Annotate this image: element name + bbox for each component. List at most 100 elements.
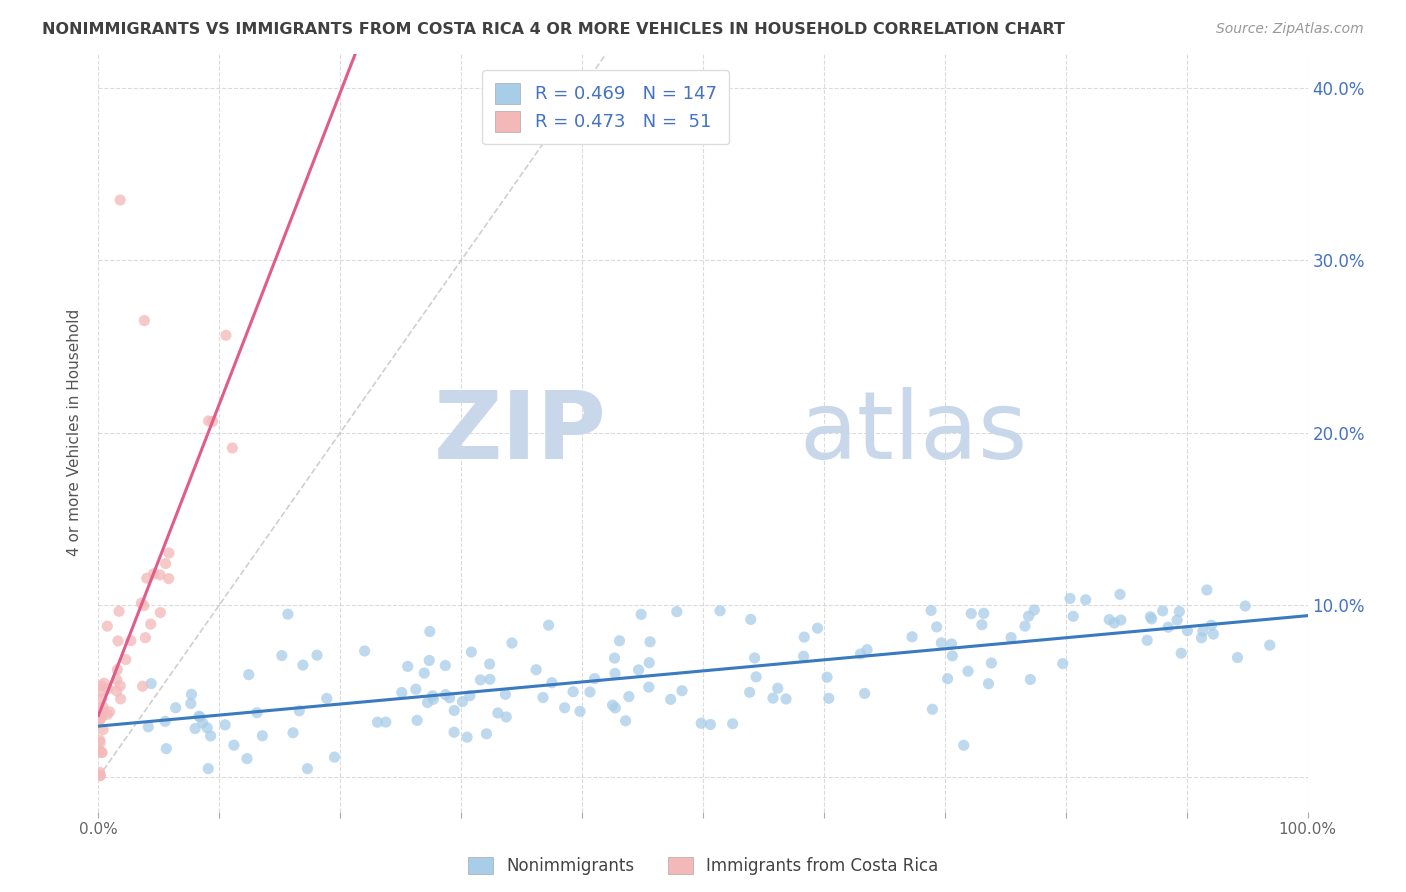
Point xyxy=(609,633,631,648)
Point xyxy=(952,738,974,752)
Point xyxy=(699,717,721,731)
Point xyxy=(478,673,501,687)
Point xyxy=(89,701,111,715)
Point xyxy=(1074,592,1097,607)
Point xyxy=(132,599,155,613)
Point xyxy=(602,698,624,713)
Point xyxy=(422,689,444,703)
Point xyxy=(1166,613,1188,627)
Point xyxy=(775,692,797,706)
Point xyxy=(451,695,474,709)
Point xyxy=(806,621,828,635)
Point xyxy=(744,651,766,665)
Point xyxy=(215,328,238,343)
Legend: Nonimmigrants, Immigrants from Costa Rica: Nonimmigrants, Immigrants from Costa Ric… xyxy=(460,849,946,884)
Point xyxy=(443,703,465,717)
Point xyxy=(89,768,111,782)
Point xyxy=(941,648,963,663)
Text: ZIP: ZIP xyxy=(433,386,606,479)
Point xyxy=(494,687,516,701)
Point xyxy=(793,649,815,664)
Point xyxy=(413,666,436,681)
Point xyxy=(817,691,839,706)
Point xyxy=(180,697,202,711)
Point xyxy=(920,603,942,617)
Point xyxy=(766,681,789,696)
Point xyxy=(659,692,682,706)
Point xyxy=(108,193,131,207)
Point xyxy=(131,679,153,693)
Point xyxy=(89,733,111,747)
Point xyxy=(1226,650,1249,665)
Point xyxy=(1019,673,1042,687)
Point xyxy=(89,735,111,749)
Point xyxy=(191,715,214,730)
Point xyxy=(541,675,564,690)
Point xyxy=(197,414,219,428)
Point xyxy=(236,751,259,765)
Point xyxy=(856,642,879,657)
Point xyxy=(1168,605,1191,619)
Point xyxy=(762,691,785,706)
Point xyxy=(188,710,211,724)
Point xyxy=(562,684,585,698)
Point xyxy=(105,684,128,698)
Point xyxy=(501,636,523,650)
Point xyxy=(1062,609,1084,624)
Point xyxy=(443,725,465,739)
Point xyxy=(323,750,346,764)
Point xyxy=(110,679,132,693)
Point xyxy=(901,630,924,644)
Point xyxy=(270,648,292,663)
Point xyxy=(531,690,554,705)
Point xyxy=(134,631,156,645)
Point xyxy=(1014,619,1036,633)
Point xyxy=(921,702,943,716)
Point xyxy=(960,607,983,621)
Point xyxy=(434,688,457,702)
Point xyxy=(973,607,995,621)
Point xyxy=(222,738,245,752)
Point xyxy=(1109,587,1132,601)
Point xyxy=(1098,613,1121,627)
Point xyxy=(89,712,111,726)
Point xyxy=(396,659,419,673)
Point xyxy=(1104,615,1126,630)
Point xyxy=(90,679,112,693)
Point xyxy=(1191,631,1213,645)
Point xyxy=(120,633,142,648)
Point xyxy=(155,557,177,571)
Point xyxy=(91,700,114,714)
Point xyxy=(114,652,136,666)
Point xyxy=(1170,646,1192,660)
Point xyxy=(1136,633,1159,648)
Point xyxy=(105,673,128,687)
Point xyxy=(617,690,640,704)
Point xyxy=(1059,591,1081,606)
Point xyxy=(439,690,461,705)
Point xyxy=(297,762,319,776)
Point xyxy=(569,704,592,718)
Point xyxy=(165,700,187,714)
Text: NONIMMIGRANTS VS IMMIGRANTS FROM COSTA RICA 4 OR MORE VEHICLES IN HOUSEHOLD CORR: NONIMMIGRANTS VS IMMIGRANTS FROM COSTA R… xyxy=(42,22,1066,37)
Point xyxy=(91,723,114,737)
Point xyxy=(603,666,626,681)
Point xyxy=(91,746,114,760)
Point xyxy=(288,704,311,718)
Point xyxy=(416,696,439,710)
Point xyxy=(456,730,478,744)
Point xyxy=(554,700,576,714)
Point xyxy=(603,651,626,665)
Point xyxy=(291,658,314,673)
Point xyxy=(1157,620,1180,634)
Point xyxy=(638,634,661,648)
Point xyxy=(941,637,963,651)
Point xyxy=(977,677,1000,691)
Point xyxy=(1000,631,1022,645)
Point xyxy=(149,606,172,620)
Point xyxy=(197,762,219,776)
Legend: R = 0.469   N = 147, R = 0.473   N =  51: R = 0.469 N = 147, R = 0.473 N = 51 xyxy=(482,70,730,145)
Point xyxy=(252,729,274,743)
Point xyxy=(90,691,112,706)
Point xyxy=(605,701,627,715)
